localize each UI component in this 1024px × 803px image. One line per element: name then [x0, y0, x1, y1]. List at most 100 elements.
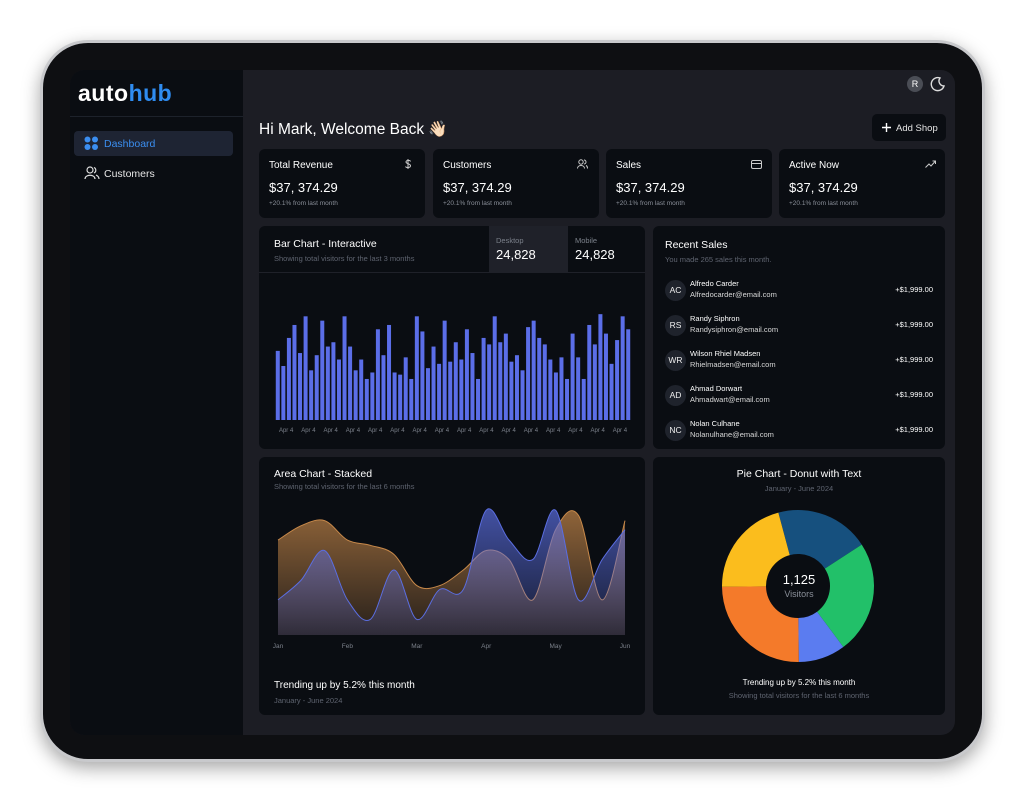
- tab-value: 24,828: [496, 247, 536, 262]
- stat-value: $37, 374.29: [789, 180, 858, 195]
- tab-label: Desktop: [496, 236, 524, 245]
- sale-avatar: NC: [665, 420, 686, 441]
- trend-icon: [925, 160, 936, 168]
- x-tick-label: Apr 4: [390, 428, 405, 434]
- bar: [448, 361, 453, 420]
- sale-name: Wilson Rhiel Madsen: [690, 349, 761, 358]
- nav-label: Dashboard: [104, 138, 156, 150]
- bar: [615, 340, 620, 420]
- bar: [437, 363, 442, 420]
- x-tick-label: Apr 4: [546, 428, 561, 434]
- logo: autohub: [78, 80, 172, 107]
- x-tick-label: Apr 4: [301, 428, 316, 434]
- bar: [353, 370, 358, 420]
- sale-avatar: AD: [665, 385, 686, 406]
- sale-avatar: AC: [665, 280, 686, 301]
- sale-email: Nolanulhane@email.com: [690, 430, 774, 439]
- add-shop-button[interactable]: Add Shop: [872, 114, 946, 141]
- x-tick-label: May: [549, 643, 562, 650]
- x-tick-label: Jan: [273, 643, 284, 650]
- greeting: Hi Mark, Welcome Back 👋🏻: [259, 121, 448, 138]
- bar: [565, 378, 570, 420]
- bar: [298, 353, 303, 420]
- sale-name: Randy Siphron: [690, 314, 740, 323]
- tab-desktop[interactable]: Desktop 24,828: [489, 226, 567, 272]
- nav-label: Customers: [104, 168, 155, 180]
- sale-name: Alfredo Carder: [690, 279, 739, 288]
- tab-mobile[interactable]: Mobile 24,828: [567, 226, 645, 272]
- bar: [459, 359, 464, 420]
- nav-item[interactable]: Customers: [74, 161, 233, 186]
- bar: [403, 357, 408, 420]
- sale-name: Ahmad Dorwart: [690, 384, 743, 393]
- x-tick-label: Apr 4: [412, 428, 427, 434]
- stat-value: $37, 374.29: [269, 180, 338, 195]
- sale-email: Alfredocarder@email.com: [690, 290, 777, 299]
- plus-icon: [882, 123, 891, 132]
- bar: [381, 355, 386, 420]
- stat-change: +20.1% from last month: [789, 200, 858, 207]
- bar: [498, 342, 503, 420]
- bar: [526, 327, 531, 420]
- dollar-icon: [405, 159, 412, 169]
- bar: [359, 359, 364, 420]
- bar: [587, 324, 592, 420]
- chart-title: Bar Chart - Interactive: [274, 238, 377, 250]
- stat-title: Sales: [616, 160, 642, 171]
- bar: [414, 316, 419, 420]
- sale-email: Ahmadwart@email.com: [690, 395, 770, 404]
- stat-title: Active Now: [789, 160, 840, 171]
- sale-row: AD Ahmad Dorwart Ahmadwart@email.com +$1,99…: [665, 383, 933, 409]
- bar: [620, 316, 625, 420]
- bar: [286, 337, 291, 420]
- bar: [409, 378, 414, 420]
- bar: [370, 372, 375, 420]
- avatar[interactable]: R: [907, 76, 923, 92]
- divider: [259, 272, 645, 273]
- bar: [487, 344, 492, 420]
- sale-avatar: RS: [665, 315, 686, 336]
- card-icon: [751, 160, 762, 169]
- bar: [492, 316, 497, 420]
- stat-card: Sales $37, 374.29 +20.1% from last month: [606, 149, 772, 218]
- donut-slice: [778, 510, 862, 569]
- bar: [464, 329, 469, 420]
- bar: [559, 357, 564, 420]
- bar: [542, 344, 547, 420]
- bar: [603, 333, 608, 420]
- theme-toggle[interactable]: [930, 76, 946, 92]
- bar: [348, 346, 353, 420]
- divider: [70, 116, 243, 117]
- x-tick-label: Apr 4: [346, 428, 361, 434]
- bar-chart-card: Bar Chart - Interactive Showing total vi…: [259, 226, 645, 449]
- stat-change: +20.1% from last month: [269, 200, 338, 207]
- area-chart-card: Jan Feb Mar Apr May Jun Area Chart - Stacked …: [259, 457, 645, 715]
- stat-card: Total Revenue $37, 374.29 +20.1% from la…: [259, 149, 425, 218]
- customers-icon: [84, 166, 100, 180]
- bar: [598, 314, 603, 420]
- donut-slice: [722, 586, 799, 662]
- bar: [470, 353, 475, 420]
- bar: [453, 342, 458, 420]
- chart-title: Pie Chart - Donut with Text: [736, 468, 862, 480]
- x-tick-label: Apr 4: [368, 428, 383, 434]
- x-tick-label: Apr 4: [613, 428, 628, 434]
- chart-subtitle: Showing total visitors for the last 6 mo…: [274, 482, 415, 491]
- donut-slice: [798, 611, 844, 662]
- bar: [514, 355, 519, 420]
- area: [278, 508, 625, 635]
- x-tick-label: Apr 4: [479, 428, 494, 434]
- center-value: 1,125: [782, 572, 816, 587]
- card-title: Recent Sales: [665, 239, 728, 251]
- stat-card: Active Now $37, 374.29 +20.1% from last …: [779, 149, 945, 218]
- pie-chart-card: Pie Chart - Donut with Text January - Ju…: [653, 457, 945, 715]
- bar: [364, 378, 369, 420]
- pie-chart: [722, 510, 874, 662]
- center-label: Visitors: [784, 589, 814, 599]
- nav-item-active[interactable]: Dashboard: [74, 131, 233, 156]
- bar: [392, 372, 397, 420]
- x-tick-label: Apr 4: [524, 428, 539, 434]
- button-label: Add Shop: [896, 123, 938, 134]
- area-line: [277, 508, 626, 621]
- sale-amount: +$1,999.00: [895, 285, 933, 294]
